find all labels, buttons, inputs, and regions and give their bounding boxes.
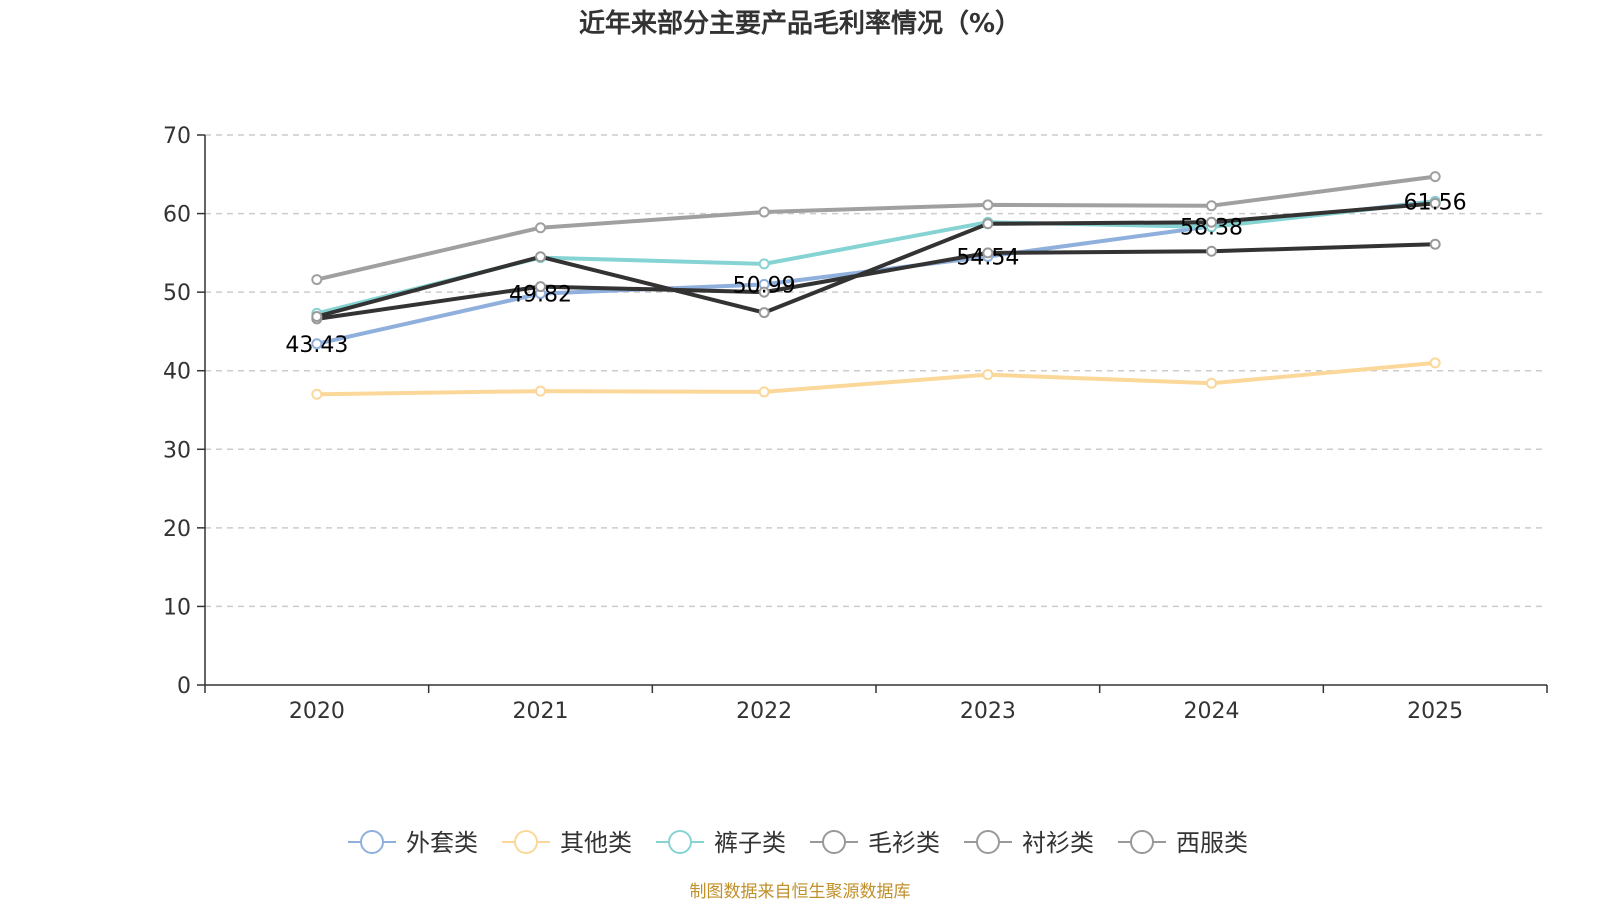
data-point	[535, 281, 546, 293]
data-point	[311, 388, 323, 400]
legend: 外套类 其他类 裤子类 毛衫类 衬衫类 西服类	[348, 829, 1248, 857]
data-point	[758, 386, 770, 398]
data-point	[982, 369, 994, 381]
legend-item: 毛衫类	[810, 829, 940, 857]
x-tick-label: 2020	[289, 699, 345, 724]
data-label: 49.82	[509, 283, 572, 308]
y-tick-label: 50	[163, 281, 191, 306]
x-tick-label: 2021	[513, 699, 569, 724]
data-label: 58.38	[1180, 215, 1243, 240]
y-tick-label: 20	[163, 517, 191, 542]
chart-title: 近年来部分主要产品毛利率情况（%）	[579, 8, 1021, 39]
series-line-1	[316, 360, 1436, 397]
legend-item: 裤子类	[656, 829, 786, 857]
legend-item: 外套类	[348, 829, 478, 857]
data-point	[758, 307, 770, 319]
data-point	[1206, 216, 1217, 228]
data-label: 50.99	[733, 273, 796, 298]
axes: 0 10 20 30 40 50 60 70 2020 2021 2022 2023 2024 2025	[163, 124, 1548, 724]
data-point	[535, 251, 546, 263]
data-point	[1429, 171, 1441, 183]
data-label: 54.54	[956, 245, 1019, 270]
x-tick-label: 2022	[736, 699, 792, 724]
data-point	[1429, 238, 1441, 250]
data-point	[758, 206, 770, 218]
data-point	[311, 338, 323, 350]
y-tick-label: 40	[163, 360, 191, 385]
legend-label: 衬衫类	[1022, 829, 1094, 857]
data-point	[982, 199, 994, 211]
x-tick-label: 2025	[1407, 699, 1463, 724]
source-note: 制图数据来自恒生聚源数据库	[690, 882, 911, 900]
data-label: 61.56	[1404, 190, 1467, 215]
data-point	[1206, 377, 1217, 389]
data-point	[1429, 197, 1441, 209]
data-point	[758, 286, 770, 298]
y-tick-label: 30	[163, 438, 191, 463]
legend-label: 裤子类	[714, 829, 786, 857]
grid-lines	[205, 134, 1547, 608]
legend-label: 其他类	[560, 829, 632, 857]
series-line-5	[316, 174, 1436, 282]
legend-marker	[976, 830, 1000, 854]
legend-marker	[360, 830, 384, 854]
legend-marker	[822, 830, 846, 854]
x-tick-label: 2023	[960, 699, 1016, 724]
y-tick-label: 0	[177, 674, 191, 699]
series-line-3	[316, 242, 1436, 321]
legend-item: 西服类	[1118, 829, 1248, 857]
legend-item: 其他类	[502, 829, 632, 857]
data-point	[982, 218, 994, 230]
legend-marker	[668, 830, 692, 854]
data-point	[311, 274, 323, 286]
data-point	[1206, 245, 1217, 257]
x-tick-label: 2024	[1184, 699, 1240, 724]
series-line-4	[316, 201, 1436, 319]
legend-label: 外套类	[406, 829, 478, 857]
legend-label: 西服类	[1176, 829, 1248, 857]
legend-marker	[514, 830, 538, 854]
y-tick-label: 70	[163, 124, 191, 149]
data-point	[535, 222, 546, 234]
data-point	[758, 258, 770, 270]
data-point	[311, 311, 323, 322]
legend-label: 毛衫类	[868, 829, 940, 857]
data-point	[1206, 200, 1217, 212]
y-tick-label: 10	[163, 595, 191, 620]
data-label: 43.43	[285, 333, 348, 358]
data-point	[982, 247, 994, 259]
data-point	[535, 385, 546, 397]
legend-marker	[1130, 830, 1154, 854]
data-point	[1429, 357, 1441, 369]
legend-item: 衬衫类	[964, 829, 1094, 857]
series-layer	[311, 171, 1441, 400]
data-labels: 43.43 49.82 50.99 54.54 58.38 61.56	[285, 190, 1466, 357]
y-tick-label: 60	[163, 203, 191, 228]
